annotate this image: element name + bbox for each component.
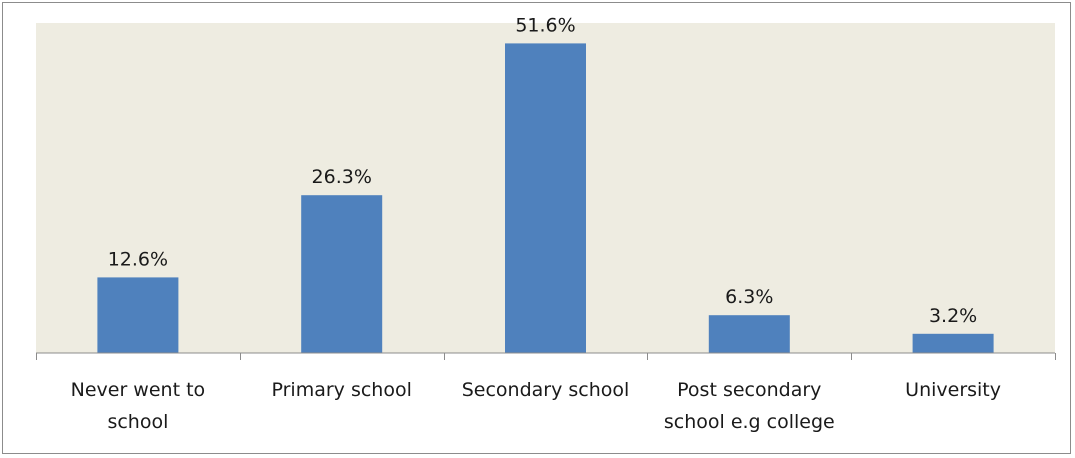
x-tick-label: Never went to school	[71, 379, 206, 433]
data-label: 3.2%	[929, 305, 977, 327]
x-tick-label: Secondary school	[462, 379, 630, 401]
x-tick-label-line: Post secondary	[677, 379, 821, 401]
x-tick-label-line: school	[107, 411, 168, 433]
x-tick-labels-group: Never went to school Primary school Seconda…	[71, 379, 1001, 433]
bar	[301, 195, 383, 353]
x-tick-label: University	[905, 379, 1001, 401]
x-tick-label-line: Primary school	[272, 379, 412, 401]
bar	[912, 333, 994, 353]
bar	[97, 277, 179, 353]
bar	[505, 43, 586, 354]
x-tick-label: Primary school	[272, 379, 412, 401]
bars-group	[97, 43, 994, 354]
x-tick-label-line: school e.g college	[664, 411, 835, 433]
x-tick-label-line: Secondary school	[462, 379, 630, 401]
data-label: 12.6%	[108, 248, 168, 270]
x-axis	[36, 352, 1056, 360]
x-tick-label: Post secondary school e.g college	[664, 379, 835, 433]
data-label: 6.3%	[725, 286, 773, 308]
data-labels-group: 12.6% 26.3% 51.6% 6.3% 3.2%	[108, 14, 978, 326]
data-label: 26.3%	[312, 166, 372, 188]
x-tick-label-line: Never went to	[71, 379, 206, 401]
x-tick-label-line: University	[905, 379, 1001, 401]
bar	[708, 315, 790, 353]
data-label: 51.6%	[515, 14, 575, 36]
